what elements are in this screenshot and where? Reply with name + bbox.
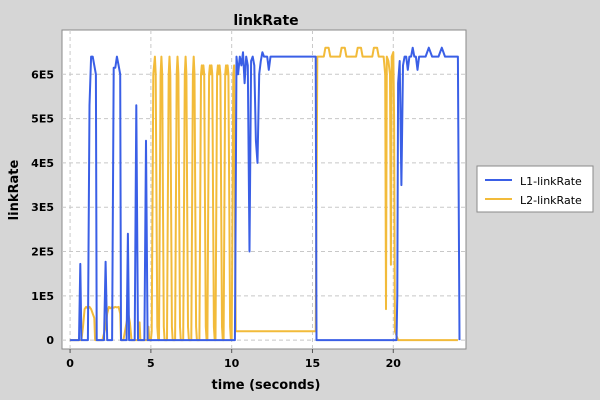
y-tick-label: 2E5 [31,246,54,259]
x-tick-label: 15 [305,357,320,370]
series-group [70,46,461,342]
y-tick-label: 0 [46,334,54,347]
y-axis-ticks: 0 1E5 2E5 3E5 4E5 5E5 6E5 [31,68,54,347]
series-line-l1 [70,46,461,342]
legend-box [476,165,594,213]
plot-area [61,29,467,350]
y-tick-label: 1E5 [31,290,54,303]
x-tick-label: 20 [386,357,402,370]
y-tick-label: 6E5 [31,68,54,81]
y-tick-label: 5E5 [31,113,54,126]
y-tick-label: 3E5 [31,201,54,214]
y-axis-label: linkRate [7,160,22,221]
legend-label-l2: L2-linkRate [520,194,582,207]
chart-title: linkRate [233,13,298,29]
legend: L1-linkRate L2-linkRate [476,165,594,213]
series-line-l2 [70,46,458,342]
x-tick-label: 5 [147,357,155,370]
legend-label-l1: L1-linkRate [520,175,582,188]
x-axis-ticks: 0 5 10 15 20 [66,349,401,370]
x-tick-label: 10 [224,357,240,370]
x-axis-label: time (seconds) [212,378,321,393]
x-tick-label: 0 [66,357,74,370]
y-tick-label: 4E5 [31,157,54,170]
